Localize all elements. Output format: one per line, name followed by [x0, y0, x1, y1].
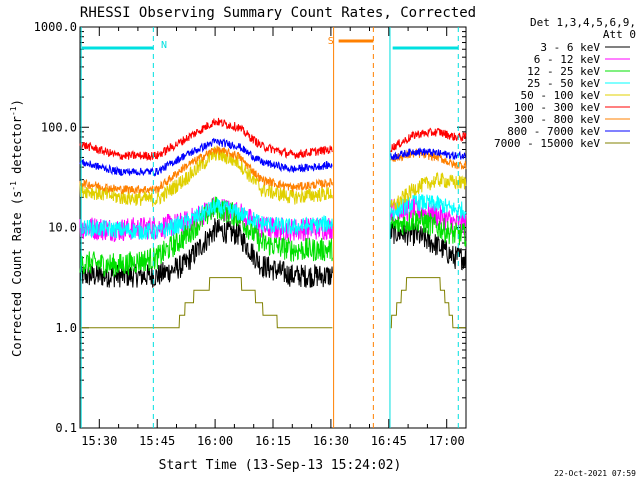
x-tick-label: 15:45	[139, 434, 175, 448]
series-line-3-1	[390, 193, 467, 220]
x-axis-label: Start Time (13-Sep-13 15:24:02)	[159, 458, 402, 473]
y-axis-label-part1: Corrected Count Rate (s	[10, 191, 24, 357]
series-line-5-0	[79, 117, 333, 162]
series-line-7-1	[390, 147, 467, 161]
x-tick-label: 16:45	[371, 434, 407, 448]
y-axis-label: Corrected Count Rate (s-1 detector-1)	[9, 99, 24, 357]
series-5	[79, 117, 467, 162]
series-line-3-0	[79, 198, 333, 241]
x-tick-label: 17:00	[429, 434, 465, 448]
legend-label-2: 12 - 25 keV	[527, 65, 600, 78]
flag-n-label: N	[161, 40, 167, 51]
series-line-4-1	[390, 171, 467, 212]
y-axis-label-sup2: -1	[9, 106, 18, 116]
y-axis-label-part2: detector	[10, 116, 24, 181]
series-line-6-0	[79, 145, 333, 195]
y-tick-label: 1000.0	[34, 20, 77, 34]
series-7	[79, 137, 467, 177]
y-axis-label-sup1: -1	[9, 181, 18, 191]
flag-s-label: S	[328, 36, 334, 47]
legend-label-8: 7000 - 15000 keV	[494, 137, 600, 150]
legend-label-6: 300 - 800 keV	[514, 113, 600, 126]
series-line-2-1	[390, 209, 467, 247]
legend-label-5: 100 - 300 keV	[514, 101, 600, 114]
plot-area: 1000.0 100.0 10.0 1.0 0.1 15:30 15:45 16:00 16:1…	[34, 20, 467, 448]
x-tick-label: 15:30	[81, 434, 117, 448]
legend-header-0: Det 1,3,4,5,6,9,	[530, 16, 636, 29]
y-tick-label: 10.0	[48, 221, 77, 235]
legend-label-1: 6 - 12 keV	[534, 53, 601, 66]
legend-label-3: 25 - 50 keV	[527, 77, 600, 90]
legend-label-4: 50 - 100 keV	[521, 89, 601, 102]
series-8	[80, 277, 466, 329]
x-tick-label: 16:00	[197, 434, 233, 448]
series-line-4-0	[79, 146, 333, 207]
y-tick-label: 0.1	[55, 421, 77, 435]
y-tick-label: 1.0	[55, 321, 77, 335]
series-line-8-0	[80, 277, 333, 329]
legend-label-7: 800 - 7000 keV	[507, 125, 600, 138]
y-axis-label-part3: )	[10, 99, 24, 106]
x-tick-label: 16:30	[313, 434, 349, 448]
series-line-1-0	[79, 197, 333, 243]
series-line-8-1	[390, 277, 466, 329]
footer-date: 22-Oct-2021 07:59	[554, 469, 636, 478]
series-line-7-0	[79, 137, 333, 177]
series-4	[79, 146, 467, 212]
chart-title: RHESSI Observing Summary Count Rates, Co…	[80, 5, 476, 21]
series-3	[79, 193, 467, 241]
legend-label-0: 3 - 6 keV	[540, 41, 600, 54]
y-tick-label: 100.0	[41, 120, 77, 134]
series-line-5-1	[390, 127, 467, 153]
legend-header-1: Att 0	[603, 28, 636, 41]
x-tick-label: 16:15	[255, 434, 291, 448]
